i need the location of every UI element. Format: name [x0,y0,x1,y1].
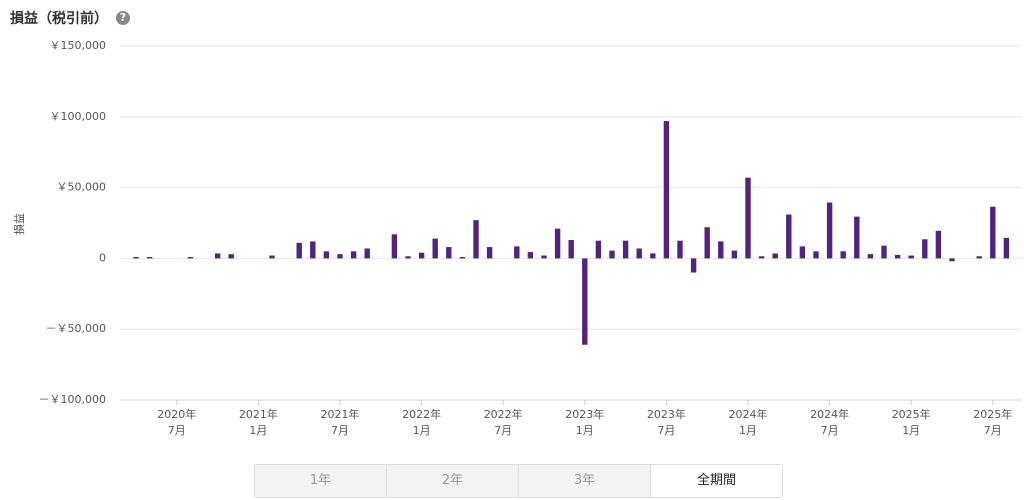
x-tick-label: 1月 [902,424,920,437]
x-tick-label: 1月 [739,424,757,437]
bar [636,248,642,259]
bar [731,250,738,259]
bar [935,230,942,259]
x-tick-label: 7月 [821,424,839,437]
bar [446,247,452,259]
bar [813,251,819,259]
x-tick-label: 7月 [657,424,675,437]
bar [677,240,683,259]
bar [745,177,751,259]
bar [133,256,139,259]
bar [772,253,778,259]
bar [527,252,534,259]
x-tick-label: 2023年 [647,407,686,421]
period-tab[interactable]: 1年 [255,465,387,497]
bar [718,241,724,259]
bar [473,220,479,259]
bar [228,254,234,259]
bar [990,206,996,259]
bar [269,255,275,259]
bar [854,216,860,259]
bar [650,253,656,259]
bar [690,258,697,273]
period-tabs: 1年 2年 3年 全期間 [254,464,783,498]
bar [432,238,438,259]
bar [187,256,194,259]
bar [840,251,846,259]
bar [554,228,561,259]
bar [758,256,765,259]
bar [622,240,629,259]
bar [146,256,153,259]
bar [894,254,901,259]
x-tick-label: 7月 [168,424,186,437]
bar [881,245,887,259]
y-tick-label: ￥50,000 [57,181,107,194]
bar [323,251,330,259]
y-tick-label: －￥50,000 [46,322,107,335]
x-tick-label: 2021年 [239,407,278,421]
x-tick-label: 2025年 [973,407,1012,421]
x-tick-label: 2023年 [565,407,604,421]
x-tick-label: 1月 [249,424,267,437]
bar [582,258,588,345]
bar [799,246,806,259]
x-tick-label: 2022年 [484,407,523,421]
bar [364,248,370,259]
bar [663,121,670,259]
x-tick-label: 1月 [413,424,431,437]
x-tick-label: 7月 [984,424,1002,437]
x-tick-label: 2022年 [402,407,441,421]
period-tab[interactable]: 2年 [387,465,519,497]
bar [514,246,520,259]
bar [704,227,710,259]
y-tick-label: －￥100,000 [39,393,107,406]
x-tick-label: 1月 [576,424,594,437]
period-tab[interactable]: 3年 [519,465,651,497]
x-tick-label: 2024年 [729,407,768,421]
x-tick-label: 2024年 [810,407,849,421]
bar [949,258,955,262]
bar [568,239,574,259]
bar [541,255,547,259]
bar [908,255,914,259]
bar [296,242,302,259]
bar [350,251,357,259]
y-tick-label: ￥100,000 [50,110,107,123]
bar [214,253,221,259]
period-tab[interactable]: 全期間 [651,465,782,497]
bar [405,256,411,259]
bar [826,202,833,259]
bar [337,254,343,259]
title-bar: 損益（税引前） ? [10,8,130,28]
bar [310,241,316,259]
bar [418,252,425,259]
bar [486,247,493,259]
bar [786,214,792,259]
bar [922,239,928,259]
x-tick-label: 2021年 [321,407,360,421]
x-tick-label: 7月 [494,424,512,437]
bar [595,240,602,259]
y-tick-label: 0 [99,251,106,264]
x-tick-label: 2025年 [892,407,931,421]
bar [867,254,874,259]
chart-title: 損益（税引前） [10,11,108,27]
bar [1003,237,1010,259]
bar [976,256,982,259]
x-tick-label: 7月 [331,424,349,437]
bar [391,234,398,259]
bar [609,250,615,259]
x-tick-label: 2020年 [157,407,196,421]
y-axis-label: 損益 [12,213,26,235]
y-tick-label: ￥150,000 [50,39,107,52]
help-icon[interactable]: ? [116,11,130,25]
bar [459,256,466,259]
chart: 損益 －￥100,000 －￥50,000 0 ￥50,000 ￥100,000 ￥150… [12,39,1022,437]
